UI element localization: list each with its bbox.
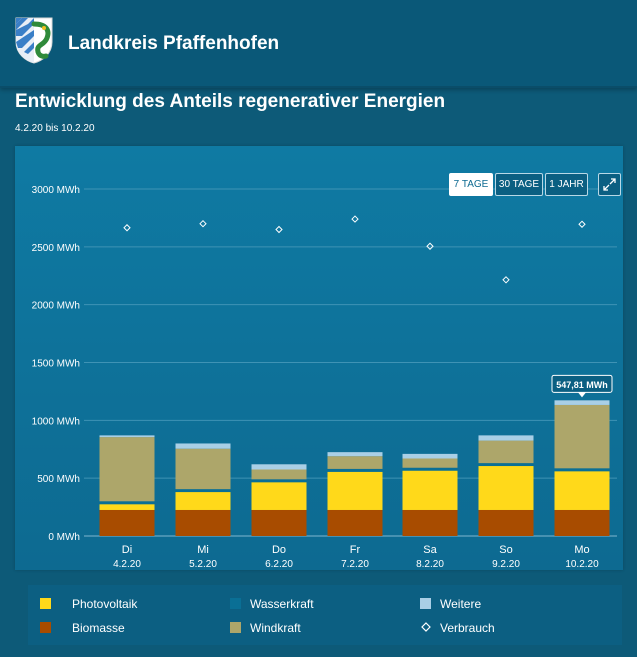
bar-windkraft: [402, 458, 458, 468]
y-tick-label: 500 MWh: [37, 474, 80, 485]
page-title: Entwicklung des Anteils regenerativer En…: [15, 91, 446, 112]
bar-wasserkraft: [327, 468, 383, 472]
header-title: Landkreis Pfaffenhofen: [68, 33, 280, 54]
bar-biomasse: [478, 509, 534, 536]
legend-label: Weitere: [440, 597, 482, 611]
bar-windkraft: [478, 440, 534, 464]
consumption-point: [199, 219, 207, 228]
consumption-point: [578, 220, 586, 228]
bar-weitere: [251, 464, 307, 470]
bar-wasserkraft: [402, 467, 458, 471]
bar-biomasse: [99, 509, 155, 536]
y-tick-label: 2000 MWh: [32, 301, 80, 312]
x-tick-label-date: 9.2.20: [492, 559, 520, 570]
bar-windkraft: [175, 448, 231, 490]
bar-weitere: [99, 435, 155, 438]
x-tick-label-date: 10.2.20: [565, 559, 599, 570]
bar-biomasse: [327, 509, 383, 536]
biomasse-swatch: [40, 622, 51, 633]
bar-biomasse: [402, 509, 458, 536]
x-tick-label-day: Fr: [350, 544, 361, 556]
consumption-point: [426, 242, 434, 250]
app-header: Landkreis Pfaffenhofen: [0, 0, 637, 88]
bar-weitere: [175, 443, 231, 449]
bar-weitere: [327, 452, 383, 457]
bar-wasserkraft: [251, 479, 307, 483]
bar-photovoltaik: [175, 492, 231, 510]
tooltip-text: 547,81 MWh: [556, 380, 608, 390]
consumption-point: [502, 276, 510, 284]
bar-photovoltaik: [402, 470, 458, 510]
x-tick-label-date: 8.2.20: [416, 559, 444, 570]
y-tick-label: 1500 MWh: [32, 359, 80, 370]
x-tick-label-date: 7.2.20: [341, 559, 369, 570]
legend-label: Verbrauch: [440, 621, 495, 635]
legend-label: Biomasse: [72, 621, 125, 635]
x-tick-label-day: So: [499, 544, 512, 556]
bar-windkraft: [554, 404, 610, 469]
bar-biomasse: [554, 509, 610, 536]
range-button-1-year[interactable]: 1 JAHR: [545, 173, 588, 196]
bar-photovoltaik: [478, 466, 534, 510]
y-tick-label: 3000 MWh: [32, 185, 80, 196]
consumption-point: [123, 224, 131, 232]
x-tick-label-date: 6.2.20: [265, 559, 293, 570]
bar-weitere: [554, 400, 610, 405]
coat-of-arms-logo: [15, 17, 53, 64]
bar-wasserkraft: [175, 489, 231, 493]
weitere-swatch: [420, 598, 431, 609]
x-tick-label-day: Mi: [197, 544, 209, 556]
x-tick-label-day: Mo: [574, 544, 589, 556]
bar-wasserkraft: [99, 501, 155, 505]
tooltip-arrow: [578, 392, 586, 398]
bar-wasserkraft: [478, 463, 534, 467]
range-button-7-days[interactable]: 7 TAGE: [449, 173, 493, 196]
wasserkraft-swatch: [230, 598, 241, 609]
y-tick-label: 0 MWh: [48, 532, 80, 543]
photovoltaik-swatch: [40, 598, 51, 609]
x-tick-label-day: Do: [272, 544, 286, 556]
chart-legend: Photovoltaik Wasserkraft Weitere Biomass…: [28, 585, 622, 645]
bar-photovoltaik: [554, 471, 610, 510]
bar-windkraft: [327, 456, 383, 469]
y-tick-label: 1000 MWh: [32, 416, 80, 427]
y-tick-label: 2500 MWh: [32, 243, 80, 254]
x-tick-label-date: 5.2.20: [189, 559, 217, 570]
bar-photovoltaik: [99, 504, 155, 510]
consumption-point: [275, 225, 283, 234]
bar-weitere: [478, 435, 534, 441]
bar-wasserkraft: [554, 468, 610, 472]
consumption-point: [351, 215, 359, 223]
x-tick-label-day: Sa: [423, 544, 437, 556]
bar-biomasse: [251, 509, 307, 536]
range-button-30-days[interactable]: 30 TAGE: [495, 173, 543, 196]
date-range: 4.2.20 bis 10.2.20: [15, 123, 95, 134]
bar-biomasse: [175, 509, 231, 536]
expand-icon: [603, 178, 616, 191]
legend-label: Photovoltaik: [72, 597, 138, 611]
bar-windkraft: [251, 469, 307, 480]
fullscreen-button[interactable]: [598, 173, 621, 196]
bar-photovoltaik: [251, 482, 307, 510]
bar-photovoltaik: [327, 471, 383, 510]
diamond-icon: [421, 622, 431, 632]
windkraft-swatch: [230, 622, 241, 633]
bar-weitere: [402, 453, 458, 459]
legend-label: Wasserkraft: [250, 597, 314, 611]
x-tick-label-date: 4.2.20: [113, 559, 141, 570]
bar-windkraft: [99, 437, 155, 502]
x-tick-label-day: Di: [122, 544, 132, 556]
legend-label: Windkraft: [250, 621, 301, 635]
